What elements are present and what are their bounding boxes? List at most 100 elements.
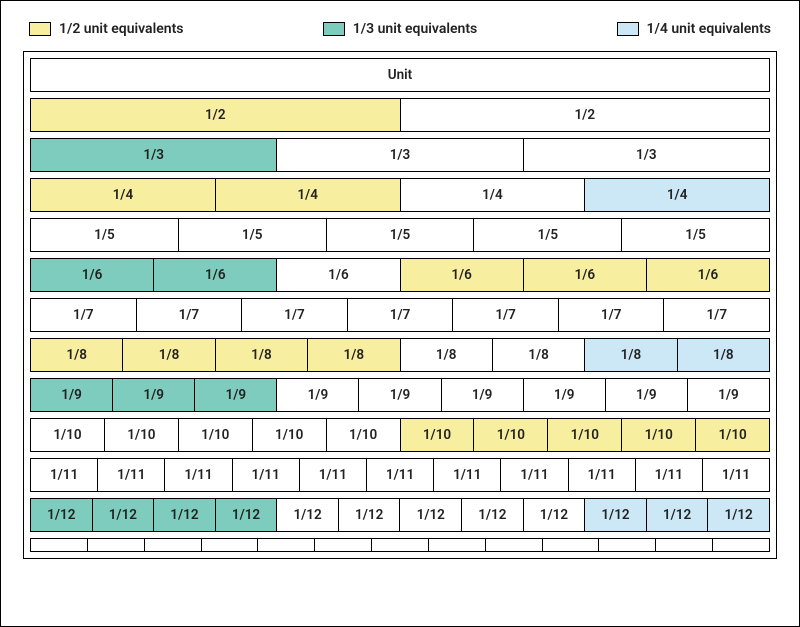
tick-cell xyxy=(202,538,259,552)
fraction-cell: 1/8 xyxy=(678,338,770,372)
unit-row: Unit xyxy=(30,58,770,92)
legend-label: 1/4 unit equivalents xyxy=(647,21,771,37)
fraction-cell: 1/12 xyxy=(30,498,93,532)
fraction-cell: 1/10 xyxy=(548,418,622,452)
tick-cell xyxy=(486,538,543,552)
fraction-cell: 1/8 xyxy=(585,338,677,372)
fraction-cell: 1/3 xyxy=(30,138,277,172)
fraction-cell: 1/9 xyxy=(606,378,688,412)
legend-swatch xyxy=(323,22,345,36)
fraction-cell: 1/10 xyxy=(105,418,179,452)
fraction-cell: 1/6 xyxy=(524,258,647,292)
fraction-cell: 1/7 xyxy=(559,298,665,332)
fraction-cell: 1/11 xyxy=(434,458,501,492)
legend-item: 1/2 unit equivalents xyxy=(29,21,183,37)
fraction-cell: 1/12 xyxy=(708,498,770,532)
fraction-cell: 1/6 xyxy=(277,258,400,292)
fraction-cell: 1/12 xyxy=(524,498,586,532)
fraction-cell: 1/7 xyxy=(453,298,559,332)
fraction-cell: 1/2 xyxy=(30,98,401,132)
fraction-cell: 1/12 xyxy=(216,498,278,532)
fraction-cell: 1/12 xyxy=(93,498,155,532)
fraction-cell: 1/9 xyxy=(277,378,359,412)
fraction-cell: 1/11 xyxy=(165,458,232,492)
legend-swatch xyxy=(617,22,639,36)
fraction-row-11: 1/111/111/111/111/111/111/111/111/111/11… xyxy=(30,458,770,492)
fraction-cell: 1/10 xyxy=(401,418,475,452)
fraction-cell: 1/10 xyxy=(253,418,327,452)
fraction-row-8: 1/81/81/81/81/81/81/81/8 xyxy=(30,338,770,372)
fraction-row-3: 1/31/31/3 xyxy=(30,138,770,172)
fraction-cell: 1/3 xyxy=(524,138,770,172)
tick-cell xyxy=(145,538,202,552)
fraction-row-12: 1/121/121/121/121/121/121/121/121/121/12… xyxy=(30,498,770,532)
fraction-cell: 1/10 xyxy=(179,418,253,452)
legend-swatch xyxy=(29,22,51,36)
tick-cell xyxy=(543,538,600,552)
fraction-cell: 1/5 xyxy=(179,218,327,252)
tick-cell xyxy=(429,538,486,552)
fraction-row-2: 1/21/2 xyxy=(30,98,770,132)
fraction-cell: 1/11 xyxy=(300,458,367,492)
fraction-row-4: 1/41/41/41/4 xyxy=(30,178,770,212)
tick-cell xyxy=(372,538,429,552)
tick-cell xyxy=(315,538,372,552)
fraction-cell: 1/9 xyxy=(195,378,277,412)
bottom-tick-row xyxy=(30,538,770,552)
fraction-cell: 1/7 xyxy=(242,298,348,332)
fraction-cell: 1/2 xyxy=(401,98,771,132)
fraction-row-7: 1/71/71/71/71/71/71/7 xyxy=(30,298,770,332)
fraction-cell: 1/6 xyxy=(647,258,770,292)
unit-cell: Unit xyxy=(30,58,770,92)
fraction-cell: 1/4 xyxy=(401,178,586,212)
fraction-row-10: 1/101/101/101/101/101/101/101/101/101/10 xyxy=(30,418,770,452)
fraction-cell: 1/8 xyxy=(216,338,308,372)
fraction-cell: 1/9 xyxy=(524,378,606,412)
fraction-cell: 1/12 xyxy=(277,498,339,532)
fraction-row-9: 1/91/91/91/91/91/91/91/91/9 xyxy=(30,378,770,412)
fraction-cell: 1/12 xyxy=(647,498,709,532)
fraction-cell: 1/12 xyxy=(339,498,401,532)
fraction-cell: 1/8 xyxy=(401,338,493,372)
fraction-cell: 1/12 xyxy=(400,498,462,532)
fraction-cell: 1/7 xyxy=(137,298,243,332)
fraction-cell: 1/11 xyxy=(703,458,770,492)
fraction-cell: 1/12 xyxy=(154,498,216,532)
legend: 1/2 unit equivalents 1/3 unit equivalents… xyxy=(23,21,777,51)
tick-cell xyxy=(599,538,656,552)
fraction-cell: 1/11 xyxy=(30,458,98,492)
fraction-cell: 1/9 xyxy=(30,378,113,412)
figure-frame: 1/2 unit equivalents 1/3 unit equivalents… xyxy=(0,0,800,627)
fraction-cell: 1/5 xyxy=(622,218,770,252)
fraction-cell: 1/9 xyxy=(442,378,524,412)
tick-cell xyxy=(30,538,88,552)
fraction-cell: 1/4 xyxy=(216,178,401,212)
fraction-row-5: 1/51/51/51/51/5 xyxy=(30,218,770,252)
legend-label: 1/2 unit equivalents xyxy=(59,21,183,37)
fraction-chart: Unit 1/21/21/31/31/31/41/41/41/41/51/51/… xyxy=(23,51,777,559)
fraction-cell: 1/4 xyxy=(30,178,216,212)
legend-label: 1/3 unit equivalents xyxy=(353,21,477,37)
fraction-cell: 1/11 xyxy=(501,458,568,492)
fraction-cell: 1/6 xyxy=(30,258,154,292)
fraction-cell: 1/7 xyxy=(664,298,770,332)
fraction-row-6: 1/61/61/61/61/61/6 xyxy=(30,258,770,292)
fraction-cell: 1/10 xyxy=(696,418,770,452)
fraction-cell: 1/10 xyxy=(622,418,696,452)
tick-cell xyxy=(713,538,770,552)
tick-cell xyxy=(88,538,145,552)
fraction-cell: 1/9 xyxy=(359,378,441,412)
fraction-cell: 1/7 xyxy=(348,298,454,332)
fraction-cell: 1/6 xyxy=(154,258,277,292)
fraction-cell: 1/7 xyxy=(30,298,137,332)
tick-cell xyxy=(258,538,315,552)
fraction-cell: 1/8 xyxy=(308,338,400,372)
legend-item: 1/4 unit equivalents xyxy=(617,21,771,37)
fraction-cell: 1/12 xyxy=(462,498,524,532)
fraction-cell: 1/4 xyxy=(585,178,770,212)
tick-cell xyxy=(656,538,713,552)
fraction-cell: 1/5 xyxy=(327,218,475,252)
fraction-cell: 1/8 xyxy=(493,338,585,372)
fraction-cell: 1/10 xyxy=(327,418,401,452)
fraction-cell: 1/9 xyxy=(113,378,195,412)
